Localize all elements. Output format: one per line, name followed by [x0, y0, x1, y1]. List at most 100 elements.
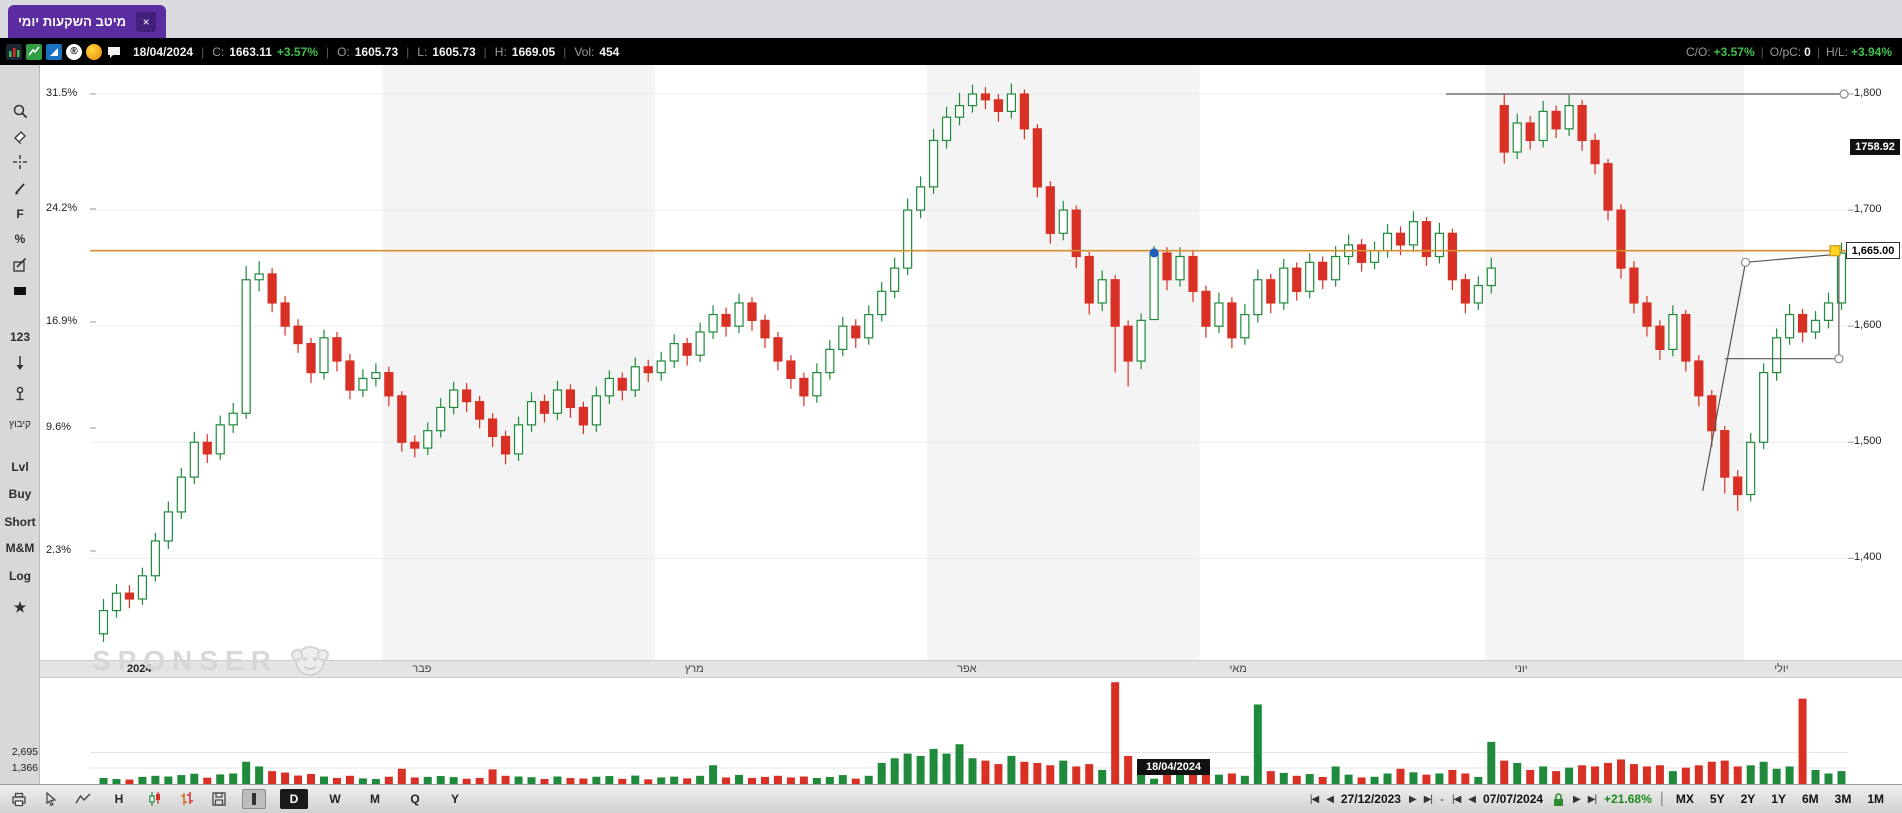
next-to-button[interactable]: ▶ — [1573, 793, 1581, 805]
month-label: 2024 — [127, 663, 152, 675]
separator: | — [483, 44, 487, 59]
blue-app-icon[interactable] — [46, 43, 62, 60]
open-value: 1605.73 — [354, 44, 399, 59]
period-3m-button[interactable]: 3M — [1834, 792, 1852, 806]
separator: | — [406, 44, 410, 59]
close-icon[interactable]: × — [136, 11, 157, 32]
period-1m-button[interactable]: 1M — [1867, 792, 1884, 806]
mm-button[interactable]: M&M — [5, 541, 35, 555]
volume-label: Vol: — [574, 44, 595, 59]
last-from-button[interactable]: ▶| — [1423, 793, 1433, 805]
date-from[interactable]: 27/12/2023 — [1340, 792, 1401, 806]
chart-tab[interactable]: מיטב השקעות יומי × — [8, 5, 167, 38]
prev-from-button[interactable]: ◀ — [1326, 793, 1334, 805]
coin-icon[interactable] — [86, 43, 102, 60]
separator: | — [1760, 44, 1764, 59]
date-to[interactable]: 07/07/2024 — [1482, 792, 1544, 806]
separator: | — [201, 44, 205, 59]
period-max-button[interactable]: MX — [1675, 792, 1694, 806]
bar-style-button[interactable] — [242, 789, 266, 809]
ohlc-bars-icon[interactable] — [178, 790, 196, 808]
green-app-icon[interactable] — [26, 43, 42, 60]
quote-info-bar: ® 18/04/2024 | C: 1663.11 +3.57% | O: 16… — [0, 38, 1902, 65]
month-label: אפר — [957, 663, 977, 675]
first-from-button[interactable]: |◀ — [1309, 793, 1319, 805]
candlestick-mode-icon[interactable] — [146, 790, 164, 808]
period-2y-button[interactable]: 2Y — [1740, 792, 1756, 806]
buy-button[interactable]: Buy — [8, 487, 32, 501]
period-5y-button[interactable]: 5Y — [1709, 792, 1725, 806]
month-label: מאי — [1229, 663, 1247, 675]
color-swatch[interactable] — [0, 280, 40, 302]
volume-axis-label: 1,366 — [11, 762, 38, 774]
eraser-icon[interactable] — [0, 125, 40, 147]
quote-date: 18/04/2024 — [133, 44, 194, 59]
high-label: H: — [494, 44, 507, 59]
month-label: פבר — [412, 663, 432, 675]
fibonacci-button[interactable]: F — [16, 207, 24, 221]
month-label: מרץ — [684, 663, 704, 675]
chat-icon[interactable] — [106, 44, 122, 60]
tab-bar: מיטב השקעות יומי × — [0, 0, 1902, 39]
next-from-button[interactable]: ▶ — [1408, 793, 1417, 805]
favorites-star-icon[interactable]: ★ — [13, 598, 27, 615]
grouping-button[interactable]: קיבוץ — [9, 418, 31, 430]
close-label: C: — [212, 44, 225, 59]
log-button[interactable]: Log — [9, 569, 31, 583]
registered-icon[interactable]: ® — [66, 43, 82, 60]
pct-axis-label: 9.6% — [46, 421, 72, 433]
save-icon[interactable] — [210, 790, 228, 808]
date-axis[interactable]: 2024 פבר מרץ אפר מאי יוני יולי — [40, 660, 1902, 678]
short-button[interactable]: Short — [4, 515, 36, 529]
search-icon[interactable] — [0, 100, 40, 122]
percent-button[interactable]: % — [14, 232, 26, 246]
printer-icon[interactable] — [10, 790, 28, 808]
drawing-toolbar: F % 123 קיבוץ Lvl Buy Short M&M Log ★ — [0, 65, 40, 784]
infobar-stats: C/O: +3.57% | O/pC: 0 | H/L: +3.94% — [1686, 45, 1892, 59]
crosshair-date-box: 18/04/2024 — [1137, 759, 1211, 775]
period-1y-button[interactable]: 1Y — [1771, 792, 1786, 806]
low-value: 1605.73 — [432, 44, 476, 59]
low-label: L: — [417, 44, 428, 59]
arrow-down-icon[interactable] — [0, 352, 40, 374]
separator: | — [325, 44, 330, 59]
range-monthly-button[interactable]: M — [370, 792, 380, 806]
volume-value: 454 — [599, 44, 620, 59]
last-to-button[interactable]: ▶| — [1587, 793, 1597, 805]
range-weekly-button[interactable]: W — [329, 792, 341, 806]
heikin-button[interactable]: H — [114, 792, 124, 806]
numbers-button[interactable]: 123 — [9, 330, 31, 344]
crosshair-icon[interactable] — [0, 151, 40, 173]
month-label: יוני — [1514, 663, 1528, 675]
date-range-controls: |◀ ◀ 27/12/2023 ▶ ▶| - |◀ ◀ 07/07/2024 ▶… — [1310, 790, 1892, 808]
co-value: +3.57% — [1713, 44, 1755, 59]
period-6m-button[interactable]: 6M — [1801, 792, 1819, 806]
volume-axis-label: 2,695 — [11, 746, 38, 758]
price-marker-box: 1758.92 — [1850, 139, 1900, 155]
prev-to-button[interactable]: ◀ — [1468, 793, 1476, 805]
separator: | — [1816, 44, 1820, 59]
pct-axis-label: 24.2% — [46, 202, 78, 214]
chart-logo-icon[interactable] — [6, 43, 22, 60]
pencil-icon[interactable] — [0, 177, 40, 199]
infobar-icons: ® — [6, 43, 122, 60]
price-axis-label: 1,500 — [1854, 435, 1882, 447]
price-chart-canvas[interactable] — [40, 65, 1902, 784]
levels-button[interactable]: Lvl — [11, 460, 29, 474]
notes-icon[interactable] — [0, 254, 40, 276]
opc-label: O/pC: — [1769, 44, 1802, 59]
period-change: +21.68% — [1604, 792, 1652, 806]
lock-icon[interactable] — [1551, 790, 1565, 808]
cursor-icon[interactable] — [42, 790, 60, 808]
pin-icon[interactable] — [0, 383, 40, 405]
bottom-toolbar: H D W M Q Y |◀ ◀ 27/12/2023 ▶ ▶| - |◀ ◀ … — [0, 784, 1902, 813]
close-value: 1663.11 — [229, 44, 272, 59]
line-chart-icon[interactable] — [74, 790, 92, 808]
price-axis-label: 1,400 — [1854, 551, 1882, 563]
month-label: יולי — [1774, 663, 1789, 675]
range-yearly-button[interactable]: Y — [450, 792, 459, 806]
first-to-button[interactable]: |◀ — [1451, 793, 1461, 805]
range-daily-button[interactable]: D — [280, 789, 308, 809]
range-quarterly-button[interactable]: Q — [410, 792, 420, 806]
